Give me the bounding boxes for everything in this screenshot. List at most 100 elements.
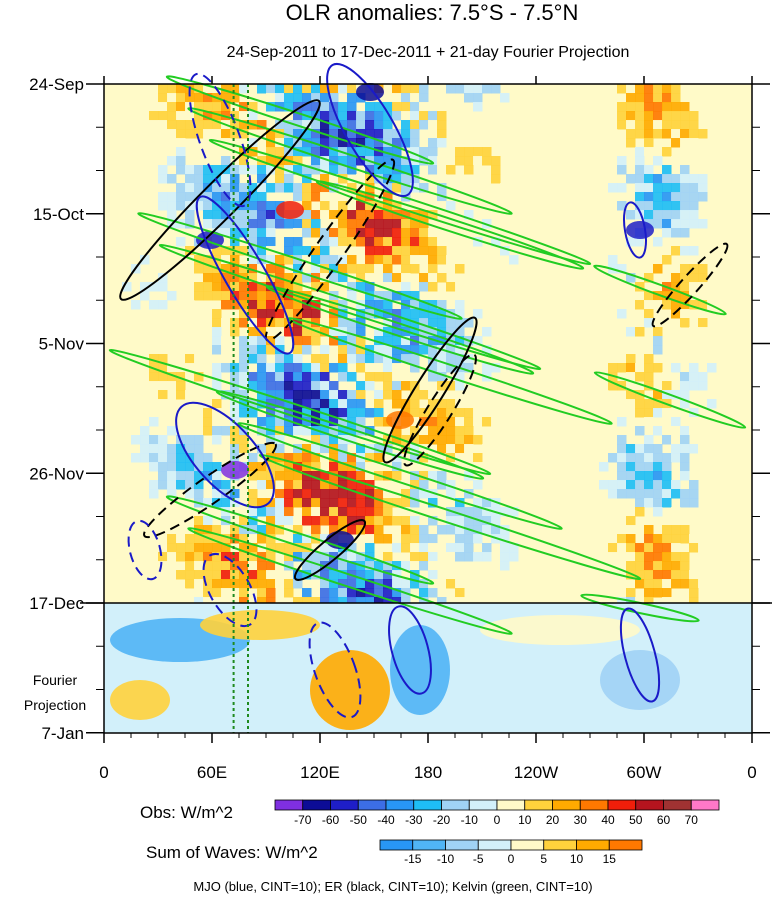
y-tick-label: 15-Oct	[33, 205, 84, 224]
colorbar-tick-label: -20	[433, 813, 451, 827]
chart-title: OLR anomalies: 7.5°S - 7.5°N	[286, 0, 579, 25]
colorbar-swatch	[477, 839, 512, 851]
er-contour	[143, 441, 277, 539]
kelvin-contour	[593, 264, 727, 316]
colorbar-tick-label: -30	[405, 813, 423, 827]
colorbar-swatch	[496, 799, 526, 811]
longitude-markers	[232, 84, 249, 733]
kelvin-contour	[187, 107, 513, 215]
colorbar-tick-label: 10	[570, 852, 584, 866]
y-tick-label: 26-Nov	[29, 464, 84, 483]
kelvin-contour	[237, 422, 563, 530]
mjo-contour	[326, 62, 414, 198]
kelvin-contour	[165, 75, 435, 165]
colorbar-swatch	[690, 799, 720, 811]
mjo-contour	[623, 201, 647, 259]
projection-anomaly-field	[110, 610, 680, 730]
colorbar-tick-label: 15	[603, 852, 617, 866]
kelvin-contour	[187, 527, 513, 635]
wave-contours	[108, 62, 747, 719]
colorbar-swatch	[579, 799, 609, 811]
kelvin-contour	[165, 495, 435, 585]
colorbar-tick-label: -70	[294, 813, 312, 827]
kelvin-contour	[215, 390, 485, 480]
x-tick-label: 60W	[627, 763, 662, 782]
colorbar-tick-label: -15	[404, 852, 422, 866]
waves-colorbar: -15 -10 -5 0 5 10 15	[379, 839, 643, 866]
colorbar-swatch	[330, 799, 359, 811]
colorbar-swatch	[607, 799, 637, 811]
colorbar-swatch	[413, 799, 442, 811]
mjo-contour	[195, 195, 295, 355]
x-tick-label: 0	[99, 763, 108, 782]
obs-colorbar: -70 -60 -50 -40 -30 -20 -10 0 10 20 30 40 50 60 70	[274, 799, 720, 827]
colorbar-swatch	[357, 799, 387, 811]
chart-subtitle: 24-Sep-2011 to 17-Dec-2011 + 21-day Four…	[227, 44, 630, 61]
x-axis: 0 60E 120E 180 120W 60W 0	[99, 76, 757, 782]
kelvin-contour	[258, 453, 642, 581]
colorbar-swatch	[445, 839, 479, 851]
projection-panel	[104, 603, 752, 733]
colorbar-swatch	[468, 799, 498, 811]
colorbar-swatch	[385, 799, 415, 811]
projection-label-line1: Fourier	[33, 672, 78, 688]
colorbar-tick-label: 50	[629, 813, 643, 827]
colorbar-swatch	[524, 799, 553, 811]
obs-colorbar-label: Obs: W/m^2	[140, 803, 233, 822]
er-contour	[382, 316, 478, 464]
colorbar-tick-label: 70	[685, 813, 699, 827]
colorbar-tick-label: -10	[461, 813, 479, 827]
legend-note: MJO (blue, CINT=10); ER (black, CINT=10)…	[193, 879, 592, 894]
mjo-contour	[188, 72, 252, 208]
colorbar-swatch	[663, 799, 692, 811]
waves-colorbar-label: Sum of Waves: W/m^2	[146, 843, 318, 862]
kelvin-contour	[137, 212, 463, 320]
colorbar-tick-label: 20	[546, 813, 560, 827]
projection-label-line2: Projection	[24, 697, 86, 713]
colorbar-tick-label: 10	[518, 813, 532, 827]
mjo-contour	[388, 605, 432, 695]
y-axis: 24-Sep 15-Oct 5-Nov 26-Nov 17-Dec 7-Jan	[29, 75, 770, 743]
er-contour	[651, 242, 729, 328]
x-tick-label: 180	[414, 763, 442, 782]
colorbar-tick-label: -10	[437, 852, 455, 866]
er-contour	[403, 353, 477, 467]
y-tick-label: 24-Sep	[29, 75, 84, 94]
colorbar-tick-label: 60	[657, 813, 671, 827]
kelvin-contour	[265, 285, 535, 375]
y-tick-label: 7-Jan	[41, 724, 84, 743]
mjo-contour	[619, 607, 661, 703]
colorbar-tick-label: 40	[601, 813, 615, 827]
mjo-contour	[127, 519, 163, 581]
colorbar-swatch	[576, 839, 610, 851]
y-tick-label: 17-Dec	[29, 594, 84, 613]
colorbar-tick-label: -60	[322, 813, 340, 827]
kelvin-contour	[593, 371, 747, 429]
colorbar-swatch	[543, 839, 577, 851]
kelvin-contour	[158, 243, 542, 371]
colorbar-tick-label: -5	[473, 852, 484, 866]
mjo-contour	[202, 552, 258, 628]
er-contour	[293, 519, 367, 581]
colorbar-tick-label: 5	[540, 852, 547, 866]
x-tick-label: 120E	[300, 763, 340, 782]
colorbar-swatch	[441, 799, 470, 811]
colorbar-swatch	[302, 799, 331, 811]
colorbar-swatch	[510, 839, 545, 851]
x-tick-label: 0	[747, 763, 756, 782]
colorbar-swatch	[274, 799, 304, 811]
colorbar-swatch	[635, 799, 664, 811]
colorbar-swatch	[552, 799, 581, 811]
x-tick-label: 60E	[197, 763, 227, 782]
x-tick-label: 120W	[514, 763, 558, 782]
colorbar-swatch	[379, 839, 414, 851]
colorbar-tick-label: 30	[574, 813, 588, 827]
colorbar-swatch	[608, 839, 643, 851]
colorbar-tick-label: -40	[377, 813, 395, 827]
y-tick-label: 5-Nov	[39, 335, 85, 354]
mjo-contour	[308, 621, 362, 719]
colorbar-tick-label: 0	[508, 852, 515, 866]
colorbar-tick-label: -50	[350, 813, 368, 827]
colorbar-tick-label: 0	[494, 813, 501, 827]
